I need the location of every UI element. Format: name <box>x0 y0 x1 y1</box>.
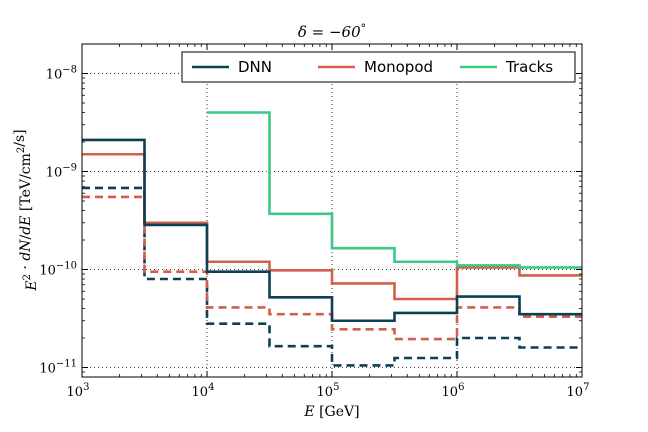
legend-label-tracks: Tracks <box>505 58 553 76</box>
x-axis-label-text: E [GeV] <box>303 404 359 420</box>
x-tick-label: 107 <box>567 382 590 400</box>
legend-label-dnn: DNN <box>238 58 272 76</box>
x-tick-label: 104 <box>192 382 215 400</box>
y-tick-label: 10−9 <box>46 163 77 181</box>
chart-title-text: δ = −60° <box>298 22 366 41</box>
series-layer <box>82 111 582 367</box>
tracks-solid-series <box>207 111 582 269</box>
legend-box <box>181 51 576 83</box>
legend-label-monopod: Monopod <box>364 58 433 76</box>
y-tick-label: 10−11 <box>39 359 77 377</box>
y-tick-label: 10−10 <box>39 261 77 279</box>
y-axis-label-text: E2 · dN/dE [TeV/cm2/s] <box>12 129 40 291</box>
x-tick-label: 105 <box>317 382 340 400</box>
y-axis-label: E2 · dN/dE [TeV/cm2/s] <box>12 129 40 291</box>
y-tick-label: 10−8 <box>46 65 77 83</box>
legend: DNN Monopod Tracks <box>181 51 576 83</box>
ticks: 103 104 105 106 107 10−11 10−10 10−9 10−8 <box>39 43 590 400</box>
x-tick-label: 106 <box>442 382 465 400</box>
x-axis-label: E [GeV] <box>303 404 359 420</box>
chart-title: δ = −60° <box>298 22 366 41</box>
monopod-solid-series <box>82 152 582 301</box>
dnn-dashed-series <box>82 186 582 367</box>
x-tick-label: 103 <box>67 382 90 400</box>
dnn-solid-series <box>82 138 582 323</box>
